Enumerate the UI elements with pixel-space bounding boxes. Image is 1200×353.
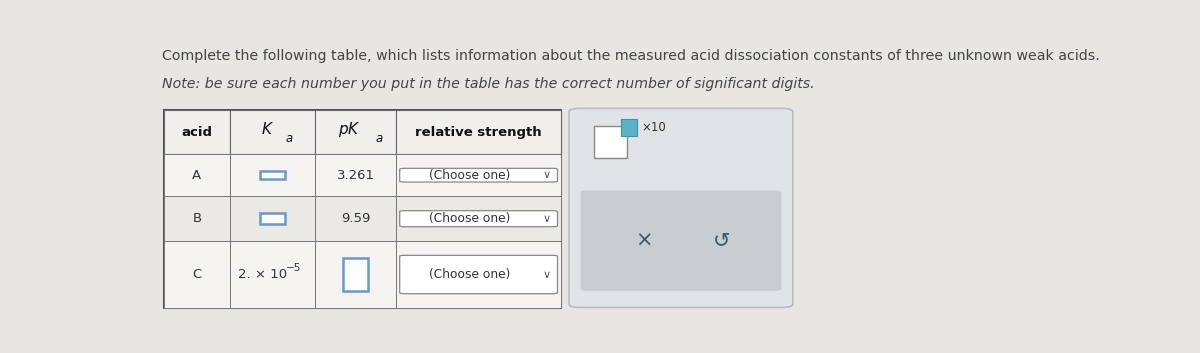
Text: B: B (192, 212, 202, 225)
Bar (594, 126, 626, 158)
Bar (164, 241, 230, 308)
Text: 9.59: 9.59 (341, 212, 371, 225)
Text: ∨: ∨ (542, 170, 551, 180)
Text: (Choose one): (Choose one) (428, 212, 510, 225)
Text: ×: × (635, 231, 653, 251)
Bar (396, 241, 560, 308)
Bar (316, 154, 396, 196)
Text: relative strength: relative strength (415, 126, 542, 139)
Bar (343, 258, 368, 291)
Bar (164, 154, 230, 196)
Text: ∨: ∨ (542, 269, 551, 280)
Text: (Choose one): (Choose one) (428, 268, 510, 281)
Bar (230, 110, 316, 154)
Bar (396, 154, 560, 196)
Bar (164, 196, 230, 241)
Bar (316, 196, 396, 241)
Bar (164, 110, 230, 154)
Bar (622, 119, 637, 136)
Bar (396, 110, 560, 154)
Text: $a$: $a$ (284, 132, 294, 145)
FancyBboxPatch shape (569, 108, 793, 307)
Text: $a$: $a$ (374, 132, 383, 145)
Text: Complete the following table, which lists information about the measured acid di: Complete the following table, which list… (162, 48, 1099, 62)
FancyBboxPatch shape (400, 211, 558, 227)
Text: 3.261: 3.261 (337, 169, 374, 182)
Bar (260, 213, 284, 224)
Bar (230, 154, 316, 196)
Text: (Choose one): (Choose one) (428, 169, 510, 182)
FancyBboxPatch shape (581, 190, 781, 291)
Text: ↺: ↺ (713, 231, 731, 251)
FancyBboxPatch shape (400, 168, 558, 182)
Bar (260, 171, 284, 179)
Text: A: A (192, 169, 202, 182)
FancyBboxPatch shape (400, 255, 558, 294)
Text: Note: be sure each number you put in the table has the correct number of signifi: Note: be sure each number you put in the… (162, 77, 815, 91)
Text: ∨: ∨ (542, 214, 551, 224)
Bar (164, 110, 560, 308)
Bar (316, 241, 396, 308)
Bar (316, 110, 396, 154)
Text: C: C (192, 268, 202, 281)
Text: ×10: ×10 (641, 121, 666, 134)
Text: $pK$: $pK$ (338, 120, 361, 139)
Bar (230, 196, 316, 241)
Text: $K$: $K$ (262, 121, 275, 137)
Bar (230, 241, 316, 308)
Text: 2. × 10: 2. × 10 (238, 268, 287, 281)
Bar (396, 196, 560, 241)
Text: −5: −5 (286, 263, 301, 273)
Text: acid: acid (181, 126, 212, 139)
